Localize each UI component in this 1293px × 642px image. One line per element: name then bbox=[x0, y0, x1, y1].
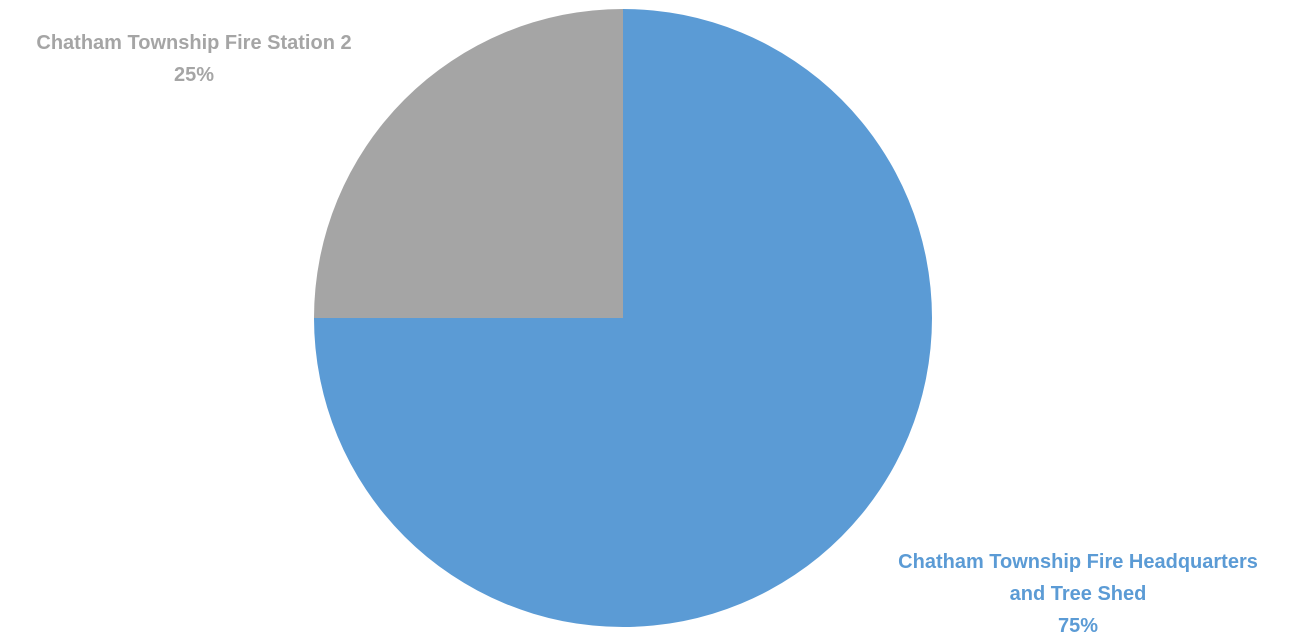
slice-label-headquarters: Chatham Township Fire Headquarters and T… bbox=[868, 546, 1288, 642]
pie-slice-station-2 bbox=[314, 9, 623, 318]
slice-label-station-2-line-1: Chatham Township Fire Station 2 bbox=[36, 32, 352, 54]
slice-label-station-2: Chatham Township Fire Station 2 25% bbox=[8, 27, 380, 91]
pie-slices bbox=[314, 9, 932, 627]
slice-label-headquarters-line-1: Chatham Township Fire Headquarters bbox=[898, 551, 1258, 573]
slice-label-headquarters-line-2: and Tree Shed bbox=[1009, 583, 1147, 605]
slice-label-headquarters-percent: 75% bbox=[1057, 615, 1099, 637]
slice-label-station-2-percent: 25% bbox=[173, 64, 215, 86]
